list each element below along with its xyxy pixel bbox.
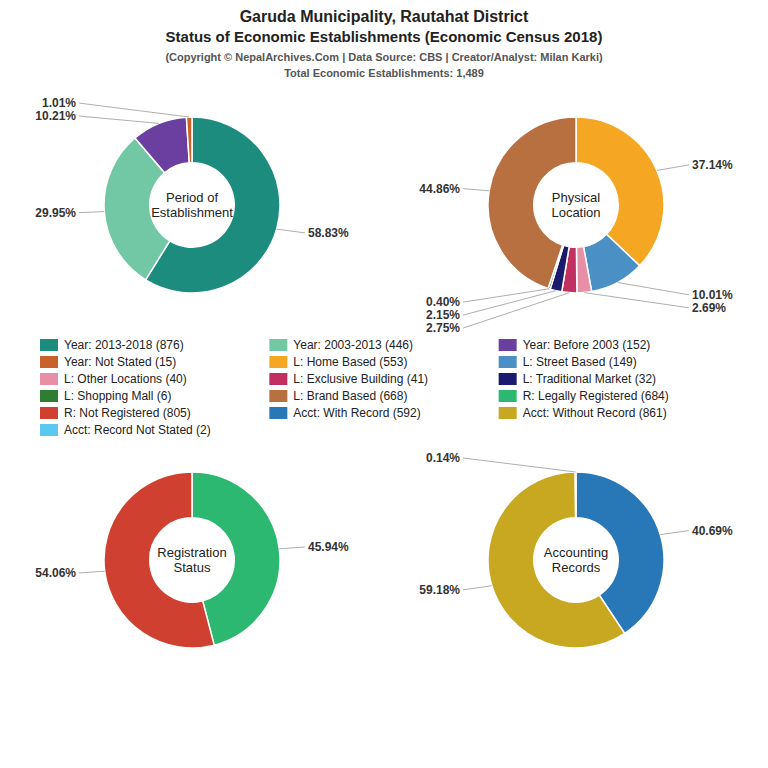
legend-swatch: [40, 339, 58, 351]
legend-label: L: Brand Based (668): [293, 389, 407, 403]
leader-line: [79, 212, 104, 213]
leader-line: [279, 547, 305, 549]
data-label: 2.75%: [426, 321, 460, 335]
data-label: 45.94%: [308, 540, 349, 554]
pie-slice: [135, 117, 189, 173]
legend-label: L: Exclusive Building (41): [293, 372, 428, 386]
data-label: 0.14%: [426, 451, 460, 465]
legend-label: Acct: Without Record (861): [523, 406, 667, 420]
leader-line: [660, 531, 689, 535]
chart-root: Garuda Municipality, Rautahat District St…: [0, 0, 768, 768]
data-label: 10.21%: [35, 109, 76, 123]
legend-label: L: Traditional Market (32): [523, 372, 656, 386]
legend-label: L: Home Based (553): [293, 355, 407, 369]
legend: Year: 2013-2018 (876) Year: 2003-2013 (44…: [40, 338, 669, 437]
legend-label: Acct: With Record (592): [293, 406, 420, 420]
pie-slice: [186, 117, 192, 163]
legend-label: Year: 2003-2013 (446): [293, 338, 413, 352]
legend-swatch: [269, 356, 287, 368]
pie-chart: PhysicalLocation 37.14% 10.01%2.69% 2.75%2.…: [419, 117, 733, 335]
legend-swatch: [499, 373, 517, 385]
leader-line: [79, 116, 159, 123]
data-label: 44.86%: [419, 182, 460, 196]
legend-swatch: [269, 339, 287, 351]
legend-swatch: [499, 407, 517, 419]
leader-line: [463, 458, 576, 472]
leader-line: [463, 289, 549, 302]
legend-swatch: [40, 356, 58, 368]
data-label: 29.95%: [35, 206, 76, 220]
pie-slice: [576, 247, 591, 293]
title: Status of Economic Establishments (Econo…: [166, 28, 603, 45]
legend-swatch: [499, 356, 517, 368]
data-label: 2.15%: [426, 308, 460, 322]
leader-line: [463, 293, 569, 328]
pie-center-label: PhysicalLocation: [551, 190, 600, 220]
leader-line: [79, 103, 189, 117]
legend-swatch: [269, 390, 287, 402]
leader-line: [463, 291, 556, 315]
data-label: 10.01%: [692, 288, 733, 302]
data-label: 58.83%: [308, 226, 349, 240]
legend-label: Year: 2013-2018 (876): [64, 338, 184, 352]
subtitle: (Copyright © NepalArchives.Com | Data So…: [165, 51, 603, 63]
pie-slice: [104, 472, 214, 648]
legend-label: R: Legally Registered (684): [523, 389, 669, 403]
legend-label: Year: Not Stated (15): [64, 355, 176, 369]
leader-line: [584, 293, 689, 308]
legend-swatch: [499, 390, 517, 402]
data-label: 54.06%: [35, 566, 76, 580]
leader-line: [463, 586, 492, 590]
legend-swatch: [269, 373, 287, 385]
legend-label: L: Other Locations (40): [64, 372, 187, 386]
pie-slice: [488, 472, 625, 648]
data-label: 59.18%: [419, 583, 460, 597]
title: Garuda Municipality, Rautahat District: [240, 8, 529, 25]
data-label: 37.14%: [692, 158, 733, 172]
leader-line: [277, 229, 305, 233]
pie-center-label: RegistrationStatus: [157, 545, 226, 575]
legend-label: Year: Before 2003 (152): [523, 338, 651, 352]
legend-swatch: [40, 390, 58, 402]
legend-label: L: Street Based (149): [523, 355, 637, 369]
legend-swatch: [40, 424, 58, 436]
pie-slice: [574, 472, 576, 518]
pie-chart: AccountingRecords 40.69% 59.18% 0.14%: [419, 451, 733, 648]
leader-line: [618, 282, 689, 294]
legend-swatch: [40, 373, 58, 385]
pie-slice: [584, 234, 640, 291]
legend-label: L: Shopping Mall (6): [64, 389, 171, 403]
legend-swatch: [499, 339, 517, 351]
legend-swatch: [269, 407, 287, 419]
pie-center-label: AccountingRecords: [544, 545, 608, 575]
data-label: 40.69%: [692, 524, 733, 538]
pie-chart: RegistrationStatus 45.94% 54.06%: [35, 472, 349, 648]
data-label: 0.40%: [426, 295, 460, 309]
pie-center-label: Period ofEstablishment: [151, 190, 233, 220]
legend-label: R: Not Registered (805): [64, 406, 191, 420]
data-label: 2.69%: [692, 301, 726, 315]
leader-line: [657, 165, 689, 171]
legend-swatch: [40, 407, 58, 419]
leader-line: [79, 571, 105, 573]
data-label: 1.01%: [42, 96, 76, 110]
pie-chart: Period ofEstablishment 58.83% 29.95% 10.21%…: [35, 96, 349, 293]
leader-line: [463, 189, 489, 191]
subtitle: Total Economic Establishments: 1,489: [284, 67, 484, 79]
legend-label: Acct: Record Not Stated (2): [64, 423, 211, 437]
